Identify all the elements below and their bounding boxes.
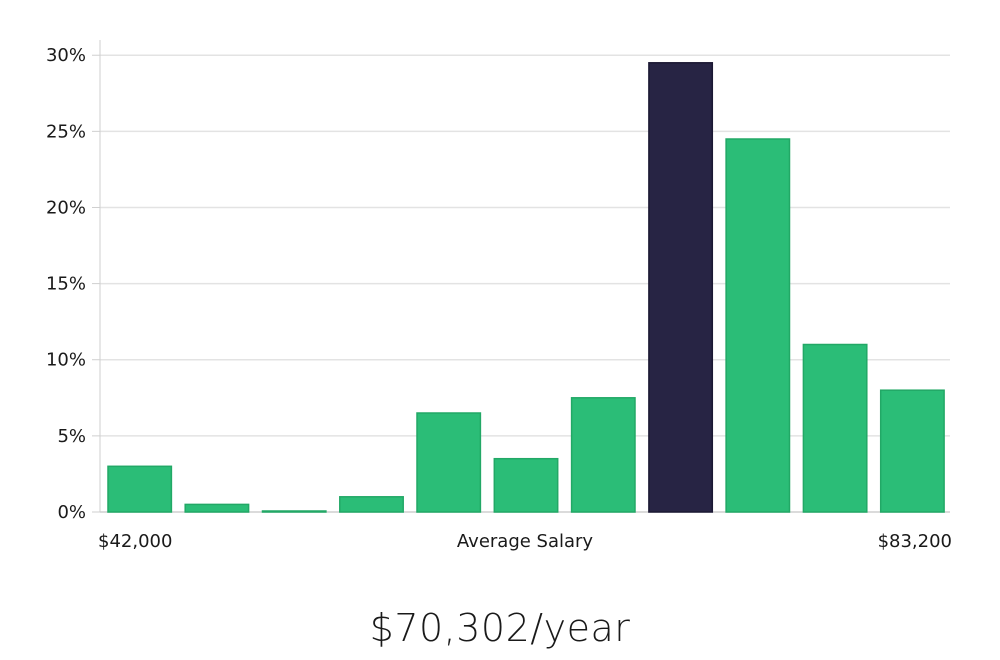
y-axis: 0% 5% 10% 15% 20% 25% 30% [46,40,101,523]
bars [107,62,945,513]
x-axis-title: Average Salary [457,531,594,552]
bar-10 [802,343,868,513]
average-salary-value: $70,302/year [369,606,631,650]
bar-4 [339,496,404,513]
bar-7 [570,397,636,513]
y-tick-label-10: 10% [46,350,86,371]
y-tick-label-20: 20% [46,197,86,218]
bar-9 [725,138,791,513]
x-max-label: $83,200 [878,531,952,552]
salary-histogram: 0% 5% 10% 15% 20% 25% 30% $42,000 Average Sala… [46,40,952,552]
bar-1 [107,465,173,513]
x-min-label: $42,000 [98,531,172,552]
bar-6 [493,457,559,513]
bar-2 [184,503,250,513]
bar-11 [879,389,945,513]
bar-5 [416,412,482,513]
y-tick-label-15: 15% [46,274,86,295]
y-tick-label-5: 5% [57,426,86,447]
bar-3 [261,510,327,513]
y-tick-label-30: 30% [46,45,86,66]
y-tick-label-25: 25% [46,121,86,142]
y-tick-label-0: 0% [57,502,86,523]
bar-highlighted [648,62,714,513]
grid-lines [100,54,950,513]
